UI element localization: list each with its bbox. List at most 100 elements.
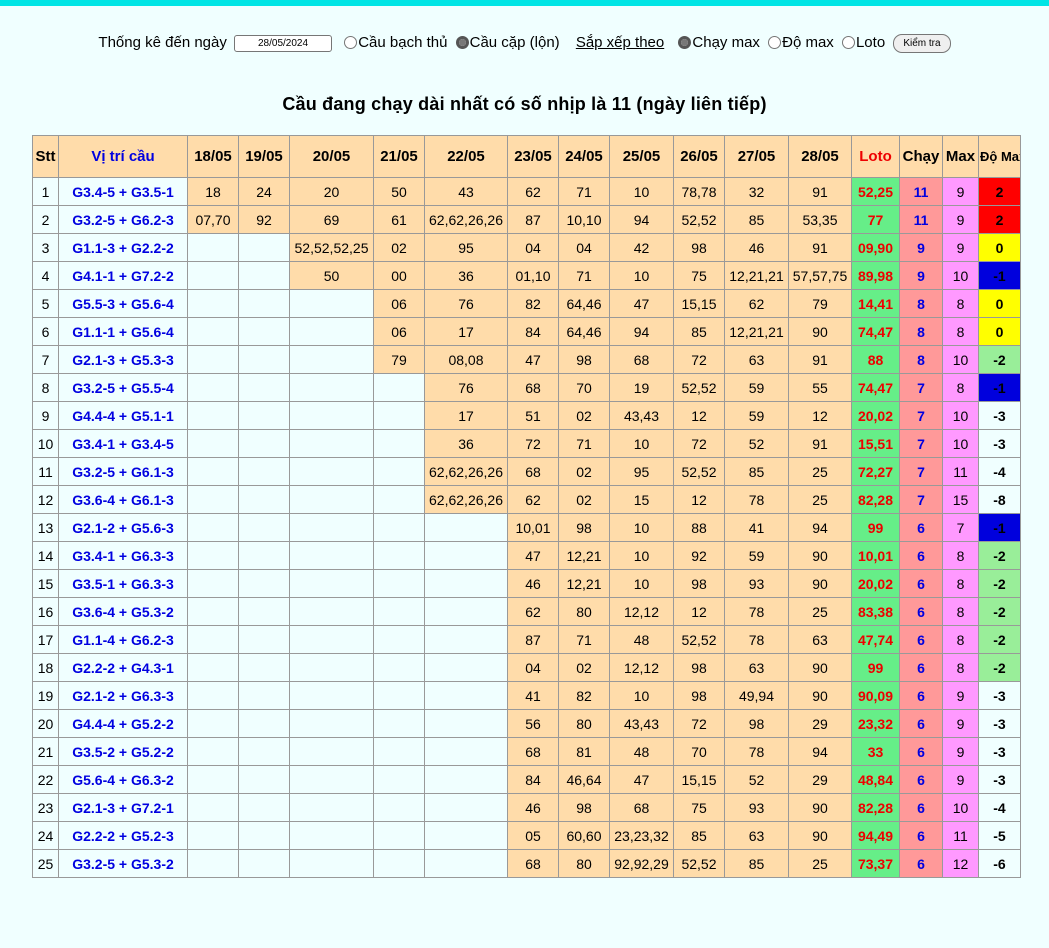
radio-chay-max-label[interactable]: Chạy max — [692, 34, 760, 52]
day-cell — [289, 709, 374, 738]
position-link[interactable]: G2.1-2 + G5.6-3 — [58, 513, 188, 542]
day-cell — [238, 597, 290, 626]
day-cell — [187, 541, 239, 570]
header-cell: 25/05 — [609, 135, 674, 178]
day-cell — [289, 289, 374, 318]
position-link[interactable]: G1.1-1 + G5.6-4 — [58, 317, 188, 346]
day-cell: 15 — [609, 485, 674, 514]
position-link[interactable]: G3.2-5 + G6.1-3 — [58, 457, 188, 486]
position-link[interactable]: G3.2-5 + G6.2-3 — [58, 205, 188, 234]
run-cell: 6 — [899, 765, 943, 794]
day-cell — [238, 737, 290, 766]
radio-loto[interactable] — [841, 35, 855, 49]
position-link[interactable]: G2.2-2 + G4.3-1 — [58, 653, 188, 682]
sort-by-label[interactable]: Sắp xếp theo — [575, 34, 665, 52]
header-cell: Max — [942, 135, 979, 178]
day-cell — [187, 709, 239, 738]
max-cell: 11 — [942, 457, 979, 486]
run-cell: 6 — [899, 849, 943, 878]
radio-cap[interactable] — [455, 35, 469, 49]
row-index: 16 — [32, 597, 59, 626]
day-cell — [373, 821, 425, 850]
table-row: 8 G3.2-5 + G5.5-4 76 68 70 19 52,52 59 55 74,47 7 8… — [32, 373, 1021, 402]
do-max-cell: -3 — [978, 681, 1021, 710]
table-row: 14 G3.4-1 + G6.3-3 47 12,21 10 92 59 90 10,01 6 8-… — [32, 541, 1021, 570]
table-header-row: Stt Vị trí cầu 18/05 19/05 20/05 21/05 22/05 23… — [32, 135, 1021, 178]
max-cell: 9 — [942, 205, 979, 234]
run-cell: 8 — [899, 289, 943, 318]
day-cell — [238, 233, 290, 262]
day-cell: 81 — [558, 737, 610, 766]
day-cell: 71 — [558, 177, 610, 206]
day-cell: 90 — [788, 793, 852, 822]
loto-cell: 94,49 — [851, 821, 900, 850]
day-cell: 76 — [424, 373, 508, 402]
position-link[interactable]: G1.1-4 + G6.2-3 — [58, 625, 188, 654]
position-link[interactable]: G3.5-2 + G5.2-2 — [58, 737, 188, 766]
position-link[interactable]: G3.5-1 + G6.3-3 — [58, 569, 188, 598]
position-link[interactable]: G4.4-4 + G5.2-2 — [58, 709, 188, 738]
loto-cell: 20,02 — [851, 569, 900, 598]
table-row: 7 G2.1-3 + G5.3-3 79 08,08 47 98 68 72 63 91 88 8 10… — [32, 345, 1021, 374]
day-cell: 98 — [673, 233, 725, 262]
position-link[interactable]: G4.4-4 + G5.1-1 — [58, 401, 188, 430]
position-link[interactable]: G2.1-3 + G5.3-3 — [58, 345, 188, 374]
run-cell: 6 — [899, 625, 943, 654]
max-cell: 10 — [942, 261, 979, 290]
position-link[interactable]: G1.1-3 + G2.2-2 — [58, 233, 188, 262]
date-input[interactable]: 28/05/2024 — [234, 34, 333, 52]
check-button[interactable]: Kiểm tra — [893, 33, 951, 53]
table-row: 24 G2.2-2 + G5.2-3 05 60,60 23,23,32 85 63 90 94… — [32, 821, 1021, 850]
day-cell: 43,43 — [609, 401, 674, 430]
day-cell: 23,23,32 — [609, 821, 674, 850]
run-cell: 6 — [899, 737, 943, 766]
day-cell — [424, 569, 508, 598]
day-cell: 90 — [788, 569, 852, 598]
position-link[interactable]: G5.5-3 + G5.6-4 — [58, 289, 188, 318]
day-cell: 48 — [609, 625, 674, 654]
day-cell — [373, 737, 425, 766]
position-link[interactable]: G3.2-5 + G5.3-2 — [58, 849, 188, 878]
day-cell: 94 — [788, 513, 852, 542]
header-cell: 22/05 — [424, 135, 508, 178]
position-link[interactable]: G3.6-4 + G5.3-2 — [58, 597, 188, 626]
day-cell — [187, 849, 239, 878]
day-cell: 72 — [673, 429, 725, 458]
loto-cell: 09,90 — [851, 233, 900, 262]
day-cell — [187, 625, 239, 654]
position-link[interactable]: G3.4-1 + G6.3-3 — [58, 541, 188, 570]
max-cell: 9 — [942, 765, 979, 794]
radio-chay-max[interactable] — [678, 35, 692, 49]
position-link[interactable]: G2.2-2 + G5.2-3 — [58, 821, 188, 850]
day-cell — [187, 821, 239, 850]
position-link[interactable]: G2.1-3 + G7.2-1 — [58, 793, 188, 822]
day-cell: 19 — [609, 373, 674, 402]
position-link[interactable]: G3.2-5 + G5.5-4 — [58, 373, 188, 402]
day-cell: 64,46 — [558, 289, 610, 318]
radio-bach-thu-label[interactable]: Cầu bạch thủ — [358, 34, 448, 52]
day-cell — [289, 653, 374, 682]
position-link[interactable]: G3.4-5 + G3.5-1 — [58, 177, 188, 206]
row-index: 23 — [32, 793, 59, 822]
radio-do-max[interactable] — [768, 35, 782, 49]
position-link[interactable]: G4.1-1 + G7.2-2 — [58, 261, 188, 290]
day-cell: 82 — [558, 681, 610, 710]
radio-bach-thu[interactable] — [344, 35, 358, 49]
day-cell — [373, 765, 425, 794]
position-link[interactable]: G3.4-1 + G3.4-5 — [58, 429, 188, 458]
radio-cap-label[interactable]: Cầu cặp (lộn) — [469, 34, 560, 52]
day-cell: 62,62,26,26 — [424, 485, 508, 514]
day-cell: 78 — [724, 597, 789, 626]
radio-loto-label[interactable]: Loto — [855, 34, 886, 52]
day-cell — [424, 821, 508, 850]
position-link[interactable]: G5.6-4 + G6.3-2 — [58, 765, 188, 794]
radio-do-max-label[interactable]: Độ max — [782, 34, 834, 52]
max-cell: 10 — [942, 429, 979, 458]
max-cell: 9 — [942, 737, 979, 766]
day-cell: 36 — [424, 429, 508, 458]
day-cell — [238, 345, 290, 374]
run-cell: 7 — [899, 429, 943, 458]
position-link[interactable]: G2.1-2 + G6.3-3 — [58, 681, 188, 710]
do-max-cell: -4 — [978, 793, 1021, 822]
position-link[interactable]: G3.6-4 + G6.1-3 — [58, 485, 188, 514]
